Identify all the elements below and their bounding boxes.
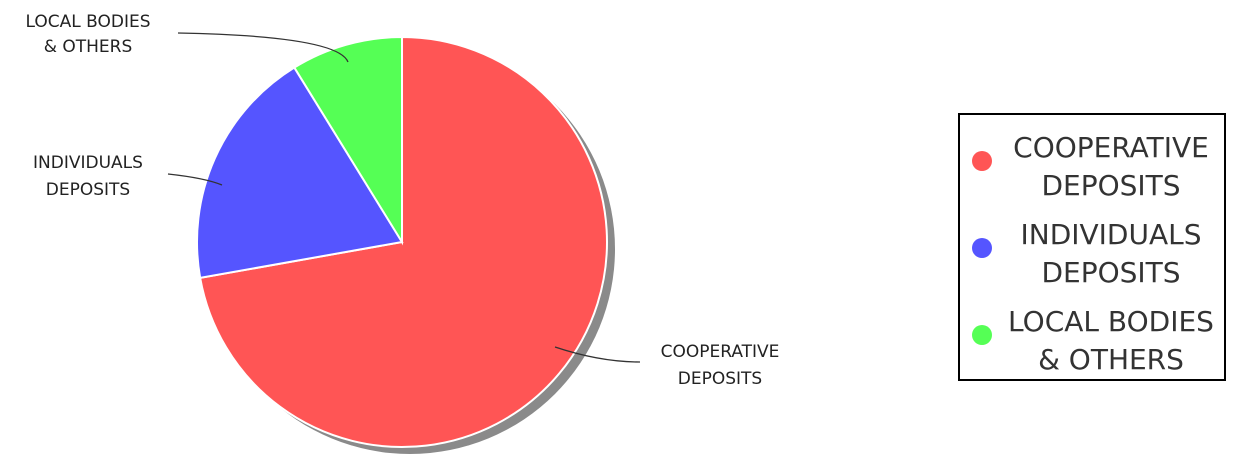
legend-item-individuals: INDIVIDUALS DEPOSITS [970, 208, 1222, 289]
legend-item-cooperative: COOPERATIVE DEPOSITS [970, 121, 1222, 202]
legend-label-cooperative: COOPERATIVE DEPOSITS [998, 129, 1224, 205]
legend-label-cooperative-line2: DEPOSITS [1041, 169, 1181, 202]
legend-label-individuals: INDIVIDUALS DEPOSITS [998, 216, 1224, 292]
legend-swatch-cooperative [972, 151, 992, 171]
slice-label-cooperative-line2: DEPOSITS [678, 369, 762, 389]
pie-slices [195, 35, 608, 448]
slice-label-cooperative-line1: COOPERATIVE [661, 342, 780, 362]
pie-slice-local-bodies [292, 35, 403, 246]
callout-leader-cooperative [554, 346, 641, 363]
slice-label-local-bodies-line1: LOCAL BODIES [25, 12, 150, 32]
callout-leader-individuals [167, 173, 223, 186]
pie-slice-individuals [195, 66, 404, 280]
pie-slice-cooperative [198, 35, 608, 448]
slice-label-individuals-line2: DEPOSITS [46, 180, 130, 200]
legend-swatch-local-bodies [972, 325, 992, 345]
slice-label-local-bodies-line2: & OTHERS [44, 37, 133, 57]
legend-label-cooperative-line1: COOPERATIVE [1013, 131, 1209, 164]
chart-legend: COOPERATIVE DEPOSITS INDIVIDUALS DEPOSIT… [958, 113, 1226, 381]
legend-swatch-individuals [972, 238, 992, 258]
slice-callouts: COOPERATIVE DEPOSITS INDIVIDUALS DEPOSITS LO… [25, 12, 779, 389]
callout-leader-local-bodies [177, 32, 349, 63]
legend-item-local-bodies: LOCAL BODIES & OTHERS [970, 295, 1222, 376]
legend-label-individuals-line2: DEPOSITS [1041, 256, 1181, 289]
slice-label-individuals-line1: INDIVIDUALS [33, 153, 143, 173]
legend-label-individuals-line1: INDIVIDUALS [1020, 218, 1202, 251]
legend-label-local-bodies-line2: & OTHERS [1038, 343, 1184, 376]
legend-label-local-bodies: LOCAL BODIES & OTHERS [998, 303, 1224, 379]
legend-label-local-bodies-line1: LOCAL BODIES [1008, 305, 1214, 338]
